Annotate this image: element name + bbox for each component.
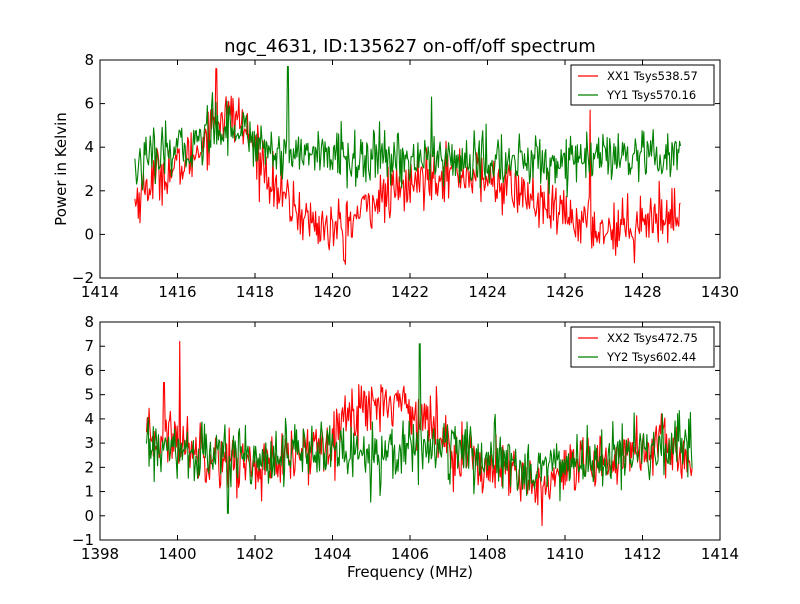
x-tick-label: 1408 (468, 545, 506, 563)
x-tick-label: 1414 (701, 545, 739, 563)
x-tick-label: 1406 (391, 545, 429, 563)
x-tick-label: 1420 (313, 283, 351, 301)
y-tick-label: 8 (84, 313, 94, 331)
x-tick-label: 1398 (81, 545, 119, 563)
series-group (145, 340, 693, 527)
x-tick-label: 1428 (623, 283, 661, 301)
legend-box (570, 64, 715, 106)
series-line-yy2 (145, 343, 693, 514)
x-tick-label: 1422 (391, 283, 429, 301)
y-tick-label: 2 (84, 458, 94, 476)
y-tick-label: 2 (84, 182, 94, 200)
y-tick-label: 0 (84, 507, 94, 525)
x-tick-label: 1412 (623, 545, 661, 563)
chart-panel-2: 1398 1400 1402 1404 1406 1408 1410 1412 1414 −1 0 1… (72, 313, 739, 581)
y-tick-label: 4 (84, 410, 94, 428)
legend: XX1 Tsys538.57 YY1 Tsys570.16 (570, 64, 715, 106)
chart-title: ngc_4631, ID:135627 on-off/off spectrum (224, 36, 596, 57)
legend-entry: YY1 Tsys570.16 (606, 88, 696, 102)
x-tick-label: 1402 (236, 545, 274, 563)
chart-panel-1: 1414 1416 1418 1420 1422 1424 1426 1428 1430 −2 0 2… (52, 36, 739, 301)
x-tick-label: 1404 (313, 545, 351, 563)
x-tick-label: 1400 (158, 545, 196, 563)
y-tick-label: −1 (72, 531, 94, 549)
y-tick-label: 4 (84, 138, 94, 156)
x-tick-label: 1418 (236, 283, 274, 301)
legend-entry: XX1 Tsys538.57 (607, 69, 698, 83)
y-axis-label: Power in Kelvin (52, 112, 70, 226)
y-tick-label: 7 (84, 337, 94, 355)
series-group (134, 65, 682, 265)
x-axis-label: Frequency (MHz) (347, 563, 473, 581)
x-tick-label: 1426 (546, 283, 584, 301)
y-tick-label: 8 (84, 51, 94, 69)
legend-box (570, 326, 715, 368)
y-tick-label: 6 (84, 95, 94, 113)
legend-entry: XX2 Tsys472.75 (607, 331, 698, 345)
y-tick-label: 3 (84, 434, 94, 452)
y-tick-label: 1 (84, 483, 94, 501)
x-tick-label: 1416 (158, 283, 196, 301)
y-tick-label: 0 (84, 225, 94, 243)
y-tick-label: 5 (84, 386, 94, 404)
legend: XX2 Tsys472.75 YY2 Tsys602.44 (570, 326, 715, 368)
y-tick-label: −2 (72, 269, 94, 287)
x-tick-label: 1430 (701, 283, 739, 301)
series-line-yy1 (134, 65, 682, 198)
x-tick-label: 1424 (468, 283, 506, 301)
x-tick-label: 1414 (81, 283, 119, 301)
legend-entry: YY2 Tsys602.44 (606, 350, 696, 364)
y-tick-label: 6 (84, 361, 94, 379)
x-tick-label: 1410 (546, 545, 584, 563)
